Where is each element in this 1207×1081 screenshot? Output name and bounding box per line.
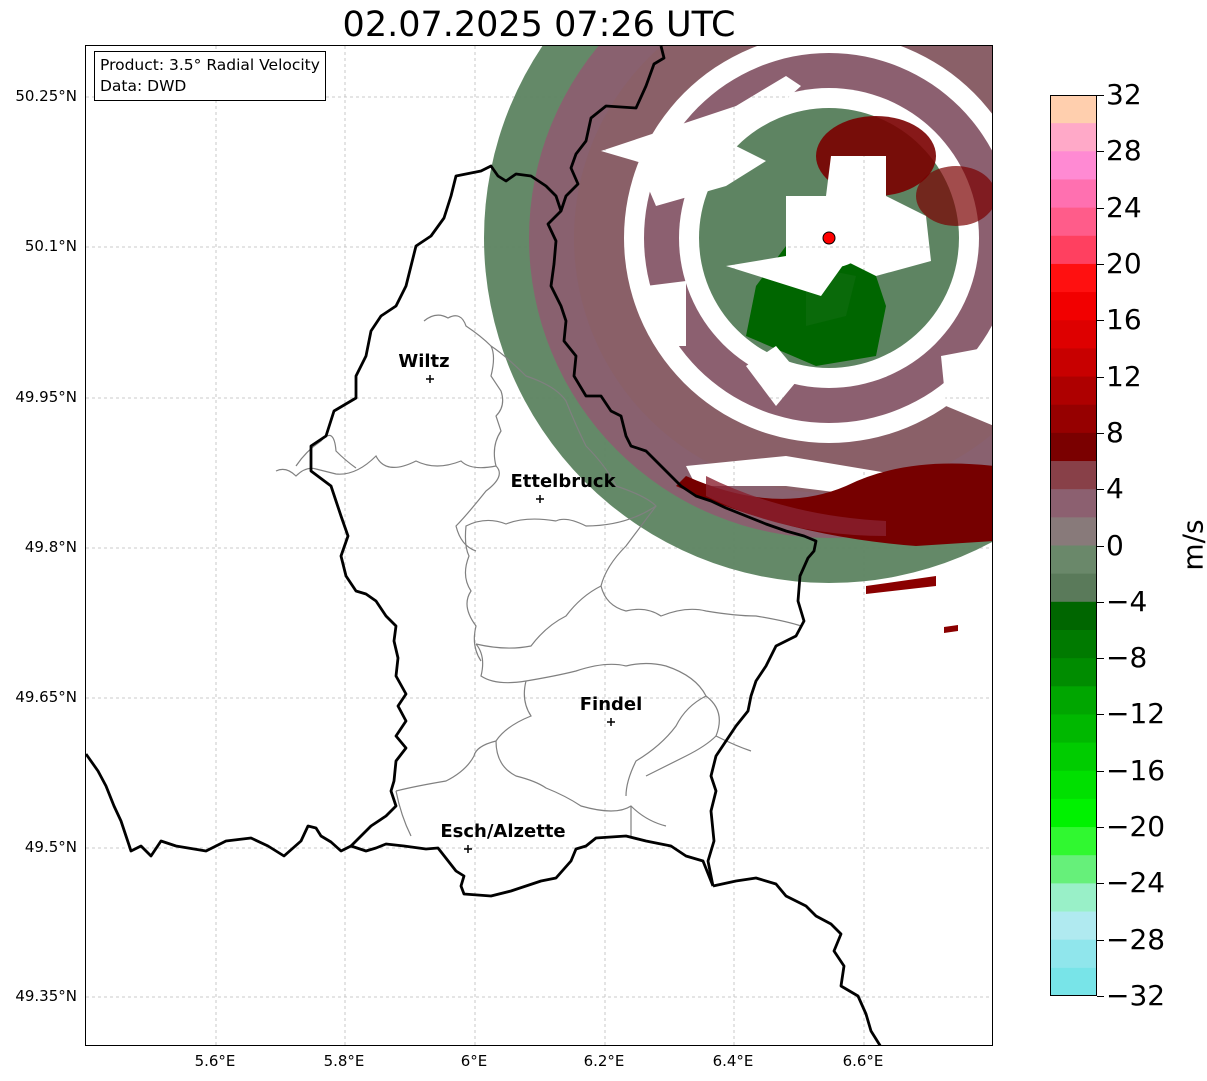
colorbar-band	[1050, 911, 1097, 941]
lat-label: 50.25°N	[15, 87, 77, 105]
colorbar-band	[1050, 489, 1097, 518]
city-label-ettelbruck: Ettelbruck	[510, 471, 616, 492]
colorbar-tick	[1097, 883, 1104, 884]
colorbar-band	[1050, 123, 1097, 152]
colorbar-tick	[1097, 264, 1104, 265]
colorbar-tick-label: −20	[1106, 810, 1166, 843]
colorbar-tick-label: 20	[1106, 247, 1142, 280]
colorbar-tick-label: −24	[1106, 866, 1166, 899]
city-label-wiltz: Wiltz	[398, 351, 450, 372]
colorbar-band	[1050, 658, 1097, 687]
colorbar-band	[1050, 967, 1097, 996]
colorbar-band	[1050, 207, 1097, 237]
product-label: Product: 3.5° Radial Velocity	[100, 56, 320, 74]
colorbar-tick-label: −16	[1106, 754, 1166, 787]
colorbar-tick	[1097, 827, 1104, 828]
lat-label: 49.65°N	[15, 688, 77, 706]
colorbar-unit-label: m/s	[1176, 519, 1207, 571]
map-title: 02.07.2025 07:26 UTC	[342, 5, 736, 45]
colorbar-tick-label: −28	[1106, 923, 1166, 956]
colorbar-band	[1050, 320, 1097, 350]
map-canvas	[86, 46, 992, 1045]
colorbar-band	[1050, 573, 1097, 603]
colorbar-tick	[1097, 320, 1104, 321]
colorbar-tick-label: −4	[1106, 585, 1148, 618]
city-label-esch-alzette: Esch/Alzette	[440, 821, 566, 842]
colorbar-band	[1050, 235, 1097, 265]
lat-label: 49.35°N	[15, 987, 77, 1005]
colorbar-band	[1050, 461, 1097, 490]
colorbar-tick-label: −8	[1106, 641, 1148, 674]
colorbar-tick-label: 32	[1106, 78, 1142, 111]
country-borders	[86, 46, 882, 1045]
colorbar-band	[1050, 292, 1097, 321]
lon-label: 6.4°E	[712, 1052, 754, 1070]
colorbar-tick	[1097, 658, 1104, 659]
colorbar-tick	[1097, 377, 1104, 378]
lon-label: 5.6°E	[194, 1052, 236, 1070]
colorbar-band	[1050, 629, 1097, 659]
lat-label: 49.8°N	[24, 538, 77, 556]
colorbar-tick	[1097, 771, 1104, 772]
radar-site-marker[interactable]	[822, 231, 836, 245]
colorbar-tick	[1097, 151, 1104, 152]
city-label-findel: Findel	[579, 694, 643, 715]
colorbar-tick	[1097, 602, 1104, 603]
colorbar-band	[1050, 517, 1097, 547]
colorbar-tick	[1097, 489, 1104, 490]
colorbar-band	[1050, 714, 1097, 744]
colorbar-band	[1050, 348, 1097, 378]
colorbar-band	[1050, 855, 1097, 884]
colorbar-tick	[1097, 433, 1104, 434]
colorbar-tick	[1097, 996, 1104, 997]
colorbar-band	[1050, 95, 1097, 124]
velocity-colorbar	[1050, 95, 1097, 996]
colorbar-tick	[1097, 546, 1104, 547]
lon-label: 6.6°E	[842, 1052, 884, 1070]
colorbar-band	[1050, 827, 1097, 856]
colorbar-band	[1050, 686, 1097, 716]
colorbar-tick-label: 12	[1106, 360, 1142, 393]
colorbar-tick-label: 24	[1106, 191, 1142, 224]
colorbar-tick-label: 8	[1106, 416, 1124, 449]
colorbar-tick-label: 4	[1106, 472, 1124, 505]
colorbar-tick	[1097, 714, 1104, 715]
colorbar-tick-label: 28	[1106, 134, 1142, 167]
lon-label: 6°E	[460, 1052, 488, 1070]
colorbar-tick-label: −32	[1106, 979, 1166, 1012]
product-info-box: Product: 3.5° Radial Velocity Data: DWD	[94, 51, 326, 101]
colorbar-tick	[1097, 95, 1104, 96]
colorbar-tick	[1097, 208, 1104, 209]
data-source-label: Data: DWD	[100, 77, 187, 95]
colorbar-band	[1050, 601, 1097, 631]
lon-label: 6.2°E	[583, 1052, 625, 1070]
colorbar-band	[1050, 770, 1097, 800]
lat-label: 49.95°N	[15, 388, 77, 406]
colorbar-band	[1050, 432, 1097, 462]
colorbar-tick	[1097, 940, 1104, 941]
colorbar-band	[1050, 742, 1097, 772]
colorbar-band	[1050, 798, 1097, 828]
city-markers	[426, 375, 615, 853]
colorbar-tick-label: 0	[1106, 529, 1124, 562]
lon-label: 5.8°E	[323, 1052, 365, 1070]
colorbar-band	[1050, 404, 1097, 434]
colorbar-band	[1050, 883, 1097, 913]
colorbar-bands	[1050, 95, 1097, 996]
colorbar-tick-label: 16	[1106, 303, 1142, 336]
colorbar-band	[1050, 151, 1097, 181]
radar-velocity-field	[484, 46, 992, 633]
colorbar-band	[1050, 179, 1097, 209]
lat-label: 50.1°N	[24, 237, 77, 255]
lat-label: 49.5°N	[24, 838, 77, 856]
radar-map[interactable]	[85, 45, 993, 1046]
colorbar-band	[1050, 263, 1097, 293]
colorbar-band	[1050, 939, 1097, 969]
colorbar-band	[1050, 545, 1097, 575]
colorbar-band	[1050, 376, 1097, 406]
colorbar-tick-label: −12	[1106, 697, 1166, 730]
district-borders	[275, 314, 802, 837]
